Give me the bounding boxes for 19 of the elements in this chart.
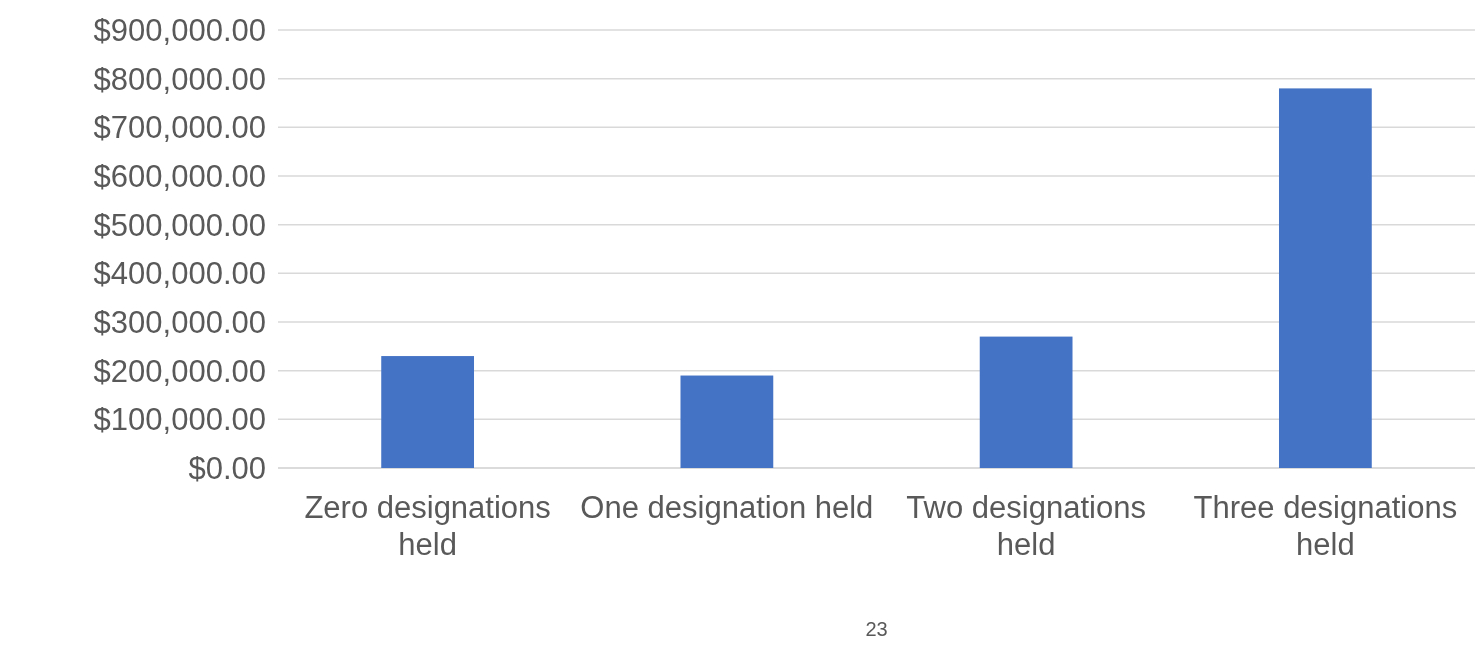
x-tick-label: Three designations held xyxy=(1193,490,1458,563)
x-tick-label: Two designations held xyxy=(906,490,1146,563)
y-tick-label: $500,000.00 xyxy=(93,207,266,243)
y-tick-label: $400,000.00 xyxy=(93,256,266,292)
x-tick-label: Zero designations held xyxy=(304,490,551,563)
y-tick-label: $100,000.00 xyxy=(93,402,266,438)
y-tick-label: $800,000.00 xyxy=(93,61,266,97)
y-tick-label: $0.00 xyxy=(188,450,266,486)
text: 23 xyxy=(865,618,888,640)
y-tick-label: $900,000.00 xyxy=(93,12,266,48)
bar xyxy=(1278,88,1372,468)
y-tick-label: $700,000.00 xyxy=(93,110,266,146)
y-tick-label: $200,000.00 xyxy=(93,353,266,389)
y-tick-label: $300,000.00 xyxy=(93,304,266,340)
bar xyxy=(381,356,475,468)
bar xyxy=(680,375,774,468)
y-tick-label: $600,000.00 xyxy=(93,158,266,194)
x-tick-label: One designation held xyxy=(580,490,874,525)
bar xyxy=(979,336,1073,468)
